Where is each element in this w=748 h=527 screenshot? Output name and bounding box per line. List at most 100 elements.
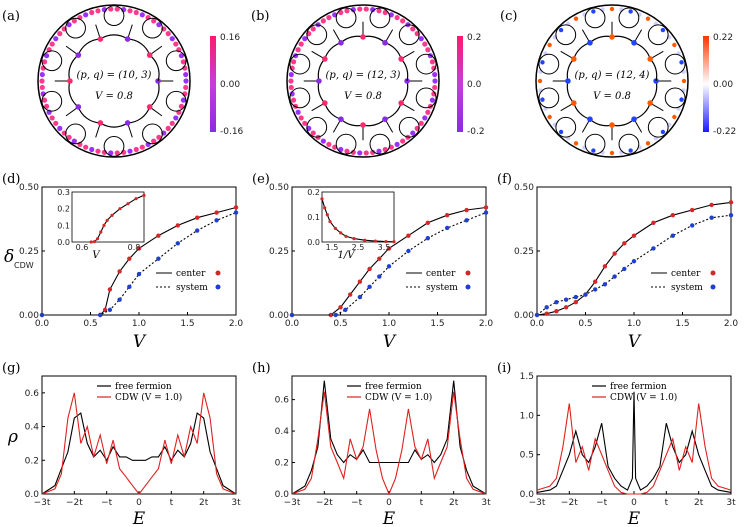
site-marker	[410, 26, 416, 32]
site-marker	[108, 150, 114, 156]
site-marker	[573, 141, 579, 146]
system-point	[289, 312, 295, 318]
inset-y-tick-label: 0.0	[57, 238, 70, 247]
system-point	[175, 241, 180, 246]
x-tick-label: 2.0	[724, 319, 739, 329]
tiling-edge	[340, 118, 364, 127]
site-marker	[124, 36, 131, 42]
site-marker	[89, 9, 95, 16]
cdw-curve	[536, 403, 732, 495]
system-point	[156, 256, 161, 261]
site-marker	[310, 26, 316, 32]
legend-label-cdw: CDW (V = 1.0)	[365, 392, 432, 403]
site-marker	[376, 8, 382, 14]
center-point	[670, 212, 675, 218]
site-marker	[66, 134, 72, 140]
legend-marker-system	[465, 284, 471, 290]
panel-label: (f)	[497, 172, 512, 187]
site-marker	[320, 138, 326, 144]
site-marker	[679, 97, 684, 102]
colorbar-gradient	[210, 36, 216, 132]
x-axis-label: E	[132, 509, 146, 527]
colorbar-top-label: 0.16	[220, 33, 240, 43]
site-marker	[322, 56, 328, 62]
system-point	[573, 294, 578, 300]
tiling-cell	[538, 87, 560, 109]
y-axis-subscript: CDW	[14, 261, 34, 270]
site-marker	[432, 84, 438, 91]
center-point	[328, 312, 333, 318]
site-marker	[628, 148, 633, 153]
y-tick-label: 0.00	[19, 311, 39, 321]
inset-point	[134, 197, 138, 201]
tiling-cell	[664, 87, 686, 109]
system-point	[544, 305, 549, 310]
site-marker	[429, 59, 436, 65]
tiling-cell	[142, 123, 163, 145]
tiling-edge	[340, 35, 364, 44]
center-point	[425, 220, 430, 226]
site-marker	[394, 14, 400, 21]
site-marker	[302, 120, 308, 126]
x-tick-label: t	[420, 498, 424, 508]
tiling-cell	[103, 5, 125, 27]
legend-marker-center	[465, 270, 471, 276]
center-point	[709, 202, 714, 208]
free-fermion-curve	[41, 412, 237, 495]
site-marker	[127, 148, 133, 154]
tiling-cell	[398, 24, 420, 46]
lattice-params: (p, q) = (12, 3)	[326, 70, 401, 81]
site-marker	[609, 6, 615, 12]
tiling-edge	[384, 102, 402, 120]
tiling-edge	[317, 80, 326, 104]
site-marker	[97, 120, 104, 126]
site-marker	[645, 16, 651, 21]
site-marker	[425, 109, 431, 115]
tiling-edge	[100, 34, 128, 40]
y-tick-label: 0.6	[25, 389, 40, 399]
site-marker	[108, 6, 114, 12]
inset-x-tick-label: 0.6	[76, 243, 89, 252]
colorbar-3: 0.22 0.00 -0.22	[703, 33, 736, 137]
legend-label-free: free fermion	[610, 382, 667, 392]
center-point	[136, 246, 142, 251]
system-point	[195, 228, 200, 233]
x-axis-label: V	[133, 332, 147, 352]
site-marker	[180, 59, 187, 65]
center-point	[554, 308, 559, 314]
colorbars: 0.16 0.00 -0.16 0.2 0.0 -0.2 0.22 0.00 -0.22	[210, 33, 736, 137]
x-tick-label: 1.0	[132, 319, 147, 329]
disk-boundary	[286, 4, 440, 158]
tiling-cell	[165, 50, 187, 72]
x-tick-label: −2t	[316, 498, 333, 508]
inset-y-tick-label: 0.2	[307, 188, 320, 197]
system-point	[728, 212, 734, 218]
site-marker	[547, 42, 552, 48]
system-point	[690, 223, 695, 228]
center-point	[107, 287, 113, 292]
y-axis-symbol: δ	[4, 247, 14, 267]
inset-point	[110, 213, 114, 217]
panel-label: (d)	[2, 172, 20, 187]
system-point	[386, 264, 392, 269]
tiling-edge	[589, 118, 613, 127]
system-point	[464, 218, 469, 223]
site-marker	[382, 116, 388, 122]
colorbar-mid-label: 0.00	[713, 80, 733, 90]
inset-y-tick-label: 0.1	[57, 221, 70, 230]
inset-x-tick-label: 2.5	[352, 243, 365, 252]
tiling-edge	[400, 80, 409, 104]
center-point	[631, 233, 637, 238]
legend-marker-center	[215, 270, 221, 276]
site-marker	[418, 120, 424, 126]
site-marker	[370, 149, 376, 155]
system-point	[214, 218, 219, 223]
inset: 1.5 2.5 3.5 0.0 0.1 0.2 1/V	[307, 188, 396, 261]
system-point	[367, 284, 372, 290]
inset-point	[96, 237, 100, 241]
center-point	[406, 233, 411, 238]
site-marker	[57, 31, 63, 37]
